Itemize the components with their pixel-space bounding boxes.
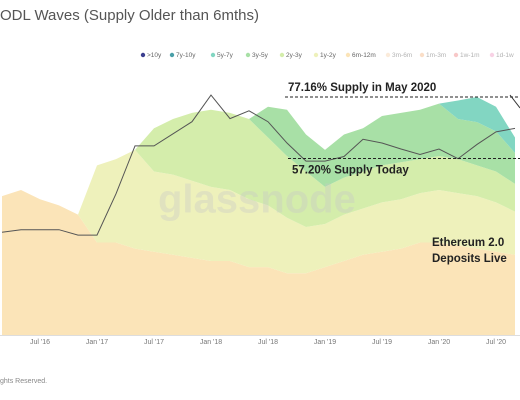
legend-label[interactable]: 3m-6m bbox=[392, 52, 412, 59]
legend-swatch bbox=[210, 52, 216, 58]
area bbox=[2, 96, 515, 215]
chart-title: ODL Waves (Supply Older than 6mths) bbox=[0, 7, 259, 24]
footer: ghts Reserved. bbox=[0, 378, 47, 385]
annotation: 77.16% Supply in May 2020 bbox=[288, 82, 436, 94]
annotation: Ethereum 2.0 bbox=[432, 237, 504, 249]
area bbox=[2, 149, 515, 274]
legend-label[interactable]: 1m-3m bbox=[426, 52, 446, 59]
legend-label[interactable]: 1y-2y bbox=[320, 52, 337, 59]
area bbox=[2, 103, 515, 215]
legend-swatch bbox=[453, 52, 459, 58]
legend-label[interactable]: 7y-10y bbox=[176, 52, 196, 59]
x-tick-label: Jul '20 bbox=[486, 339, 506, 346]
legend-label[interactable]: 3y-5y bbox=[252, 52, 269, 59]
x-tick-label: Jan '20 bbox=[428, 339, 450, 346]
areas bbox=[2, 96, 515, 335]
legend-swatch bbox=[245, 52, 251, 58]
area bbox=[2, 109, 515, 228]
legend-label[interactable]: 1w-1m bbox=[460, 52, 480, 59]
watermark: glassnode bbox=[158, 178, 356, 222]
price-line bbox=[1, 94, 516, 236]
legend-label[interactable]: 5y-7y bbox=[217, 52, 234, 59]
legend-swatch bbox=[313, 52, 319, 58]
x-tick-label: Jul '19 bbox=[372, 339, 392, 346]
x-tick-label: Jan '17 bbox=[86, 339, 108, 346]
legend-swatch bbox=[140, 52, 146, 58]
x-tick-label: Jan '18 bbox=[200, 339, 222, 346]
legend-swatch bbox=[385, 52, 391, 58]
area bbox=[2, 190, 515, 335]
legend-swatch bbox=[489, 52, 495, 58]
legend-label[interactable]: 2y-3y bbox=[286, 52, 303, 59]
legend-label[interactable]: >10y bbox=[147, 52, 162, 59]
x-tick-label: Jan '19 bbox=[314, 339, 336, 346]
x-tick-label: Jul '18 bbox=[258, 339, 278, 346]
x-tick-label: Jul '16 bbox=[30, 339, 50, 346]
annotation: Deposits Live bbox=[432, 253, 507, 265]
legend-swatch bbox=[279, 52, 285, 58]
x-tick-label: Jul '17 bbox=[144, 339, 164, 346]
legend-swatch bbox=[345, 52, 351, 58]
legend-swatch bbox=[419, 52, 425, 58]
legend-swatch bbox=[169, 52, 175, 58]
legend-label[interactable]: 6m-12m bbox=[352, 52, 376, 59]
legend-label[interactable]: 1d-1w bbox=[496, 52, 514, 59]
annotation: 57.20% Supply Today bbox=[292, 165, 409, 177]
